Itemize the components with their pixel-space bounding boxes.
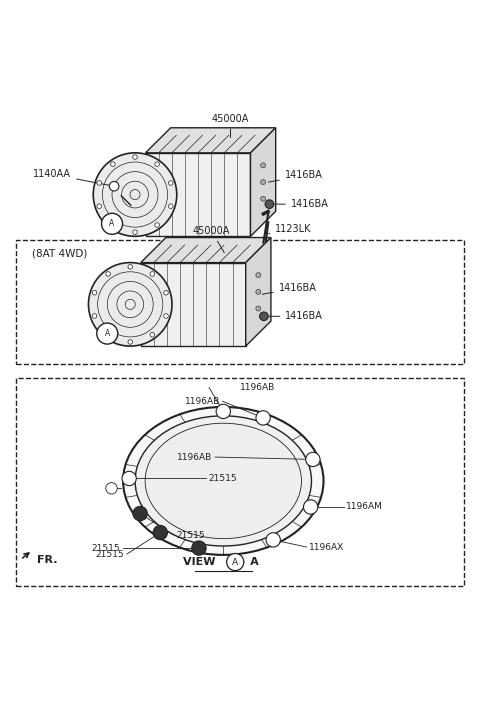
- Circle shape: [132, 155, 137, 159]
- Text: 1416BA: 1416BA: [262, 282, 316, 294]
- Text: VIEW: VIEW: [183, 557, 223, 567]
- Text: A: A: [232, 558, 238, 566]
- Text: FR.: FR.: [37, 555, 58, 565]
- Circle shape: [168, 204, 173, 208]
- Circle shape: [128, 264, 132, 269]
- Polygon shape: [246, 237, 271, 346]
- Circle shape: [216, 404, 230, 419]
- Circle shape: [164, 290, 168, 295]
- Circle shape: [164, 314, 168, 318]
- Circle shape: [97, 181, 102, 185]
- Circle shape: [97, 204, 102, 208]
- Ellipse shape: [135, 416, 312, 546]
- Text: 21515: 21515: [96, 550, 124, 558]
- Circle shape: [303, 500, 318, 514]
- Text: 21515: 21515: [208, 474, 237, 483]
- Circle shape: [265, 199, 274, 208]
- Text: 1196AB: 1196AB: [178, 453, 213, 462]
- Polygon shape: [141, 237, 271, 263]
- Circle shape: [261, 197, 265, 201]
- Text: 1416BA: 1416BA: [268, 170, 323, 182]
- Ellipse shape: [145, 423, 301, 539]
- Circle shape: [132, 230, 137, 234]
- Polygon shape: [251, 128, 276, 237]
- Circle shape: [192, 541, 206, 555]
- Circle shape: [168, 181, 173, 185]
- Text: 1196AM: 1196AM: [347, 502, 384, 512]
- Circle shape: [106, 483, 117, 494]
- Circle shape: [153, 526, 168, 539]
- Circle shape: [261, 163, 265, 168]
- Circle shape: [266, 533, 280, 547]
- Circle shape: [256, 272, 261, 277]
- Circle shape: [261, 180, 265, 185]
- Text: 21515: 21515: [92, 544, 120, 553]
- Circle shape: [93, 153, 177, 237]
- Circle shape: [256, 289, 261, 294]
- Circle shape: [110, 223, 115, 227]
- Text: (8AT 4WD): (8AT 4WD): [33, 248, 88, 258]
- Circle shape: [155, 223, 159, 227]
- Circle shape: [92, 290, 97, 295]
- Polygon shape: [145, 128, 276, 153]
- Circle shape: [110, 162, 115, 167]
- Polygon shape: [145, 153, 251, 237]
- Circle shape: [306, 452, 320, 467]
- Circle shape: [227, 553, 244, 571]
- Text: A: A: [105, 329, 110, 338]
- Text: 1123LK: 1123LK: [269, 224, 312, 234]
- Circle shape: [109, 181, 119, 191]
- Polygon shape: [141, 263, 246, 346]
- Circle shape: [122, 471, 136, 486]
- Text: 1196AB: 1196AB: [240, 383, 275, 392]
- Circle shape: [128, 340, 132, 344]
- Text: 45000A: 45000A: [212, 114, 249, 138]
- Circle shape: [88, 263, 172, 346]
- Circle shape: [97, 323, 118, 344]
- Text: 45000A: 45000A: [192, 226, 230, 253]
- Circle shape: [256, 306, 261, 311]
- Circle shape: [102, 213, 122, 234]
- Circle shape: [133, 507, 147, 521]
- Text: 1196AB: 1196AB: [185, 397, 220, 405]
- Circle shape: [150, 333, 155, 337]
- Circle shape: [106, 272, 110, 276]
- Circle shape: [106, 333, 110, 337]
- Text: 21515: 21515: [176, 531, 204, 539]
- Text: 1416BA: 1416BA: [269, 312, 323, 321]
- Ellipse shape: [123, 407, 324, 555]
- Circle shape: [256, 411, 270, 425]
- Text: 1196AX: 1196AX: [309, 542, 344, 552]
- Text: 1140AA: 1140AA: [33, 170, 111, 186]
- Circle shape: [150, 272, 155, 276]
- Circle shape: [155, 162, 159, 167]
- Circle shape: [260, 312, 268, 320]
- Circle shape: [92, 314, 97, 318]
- Text: A: A: [109, 219, 115, 229]
- Text: 1416BA: 1416BA: [275, 199, 329, 209]
- Text: A: A: [223, 557, 259, 567]
